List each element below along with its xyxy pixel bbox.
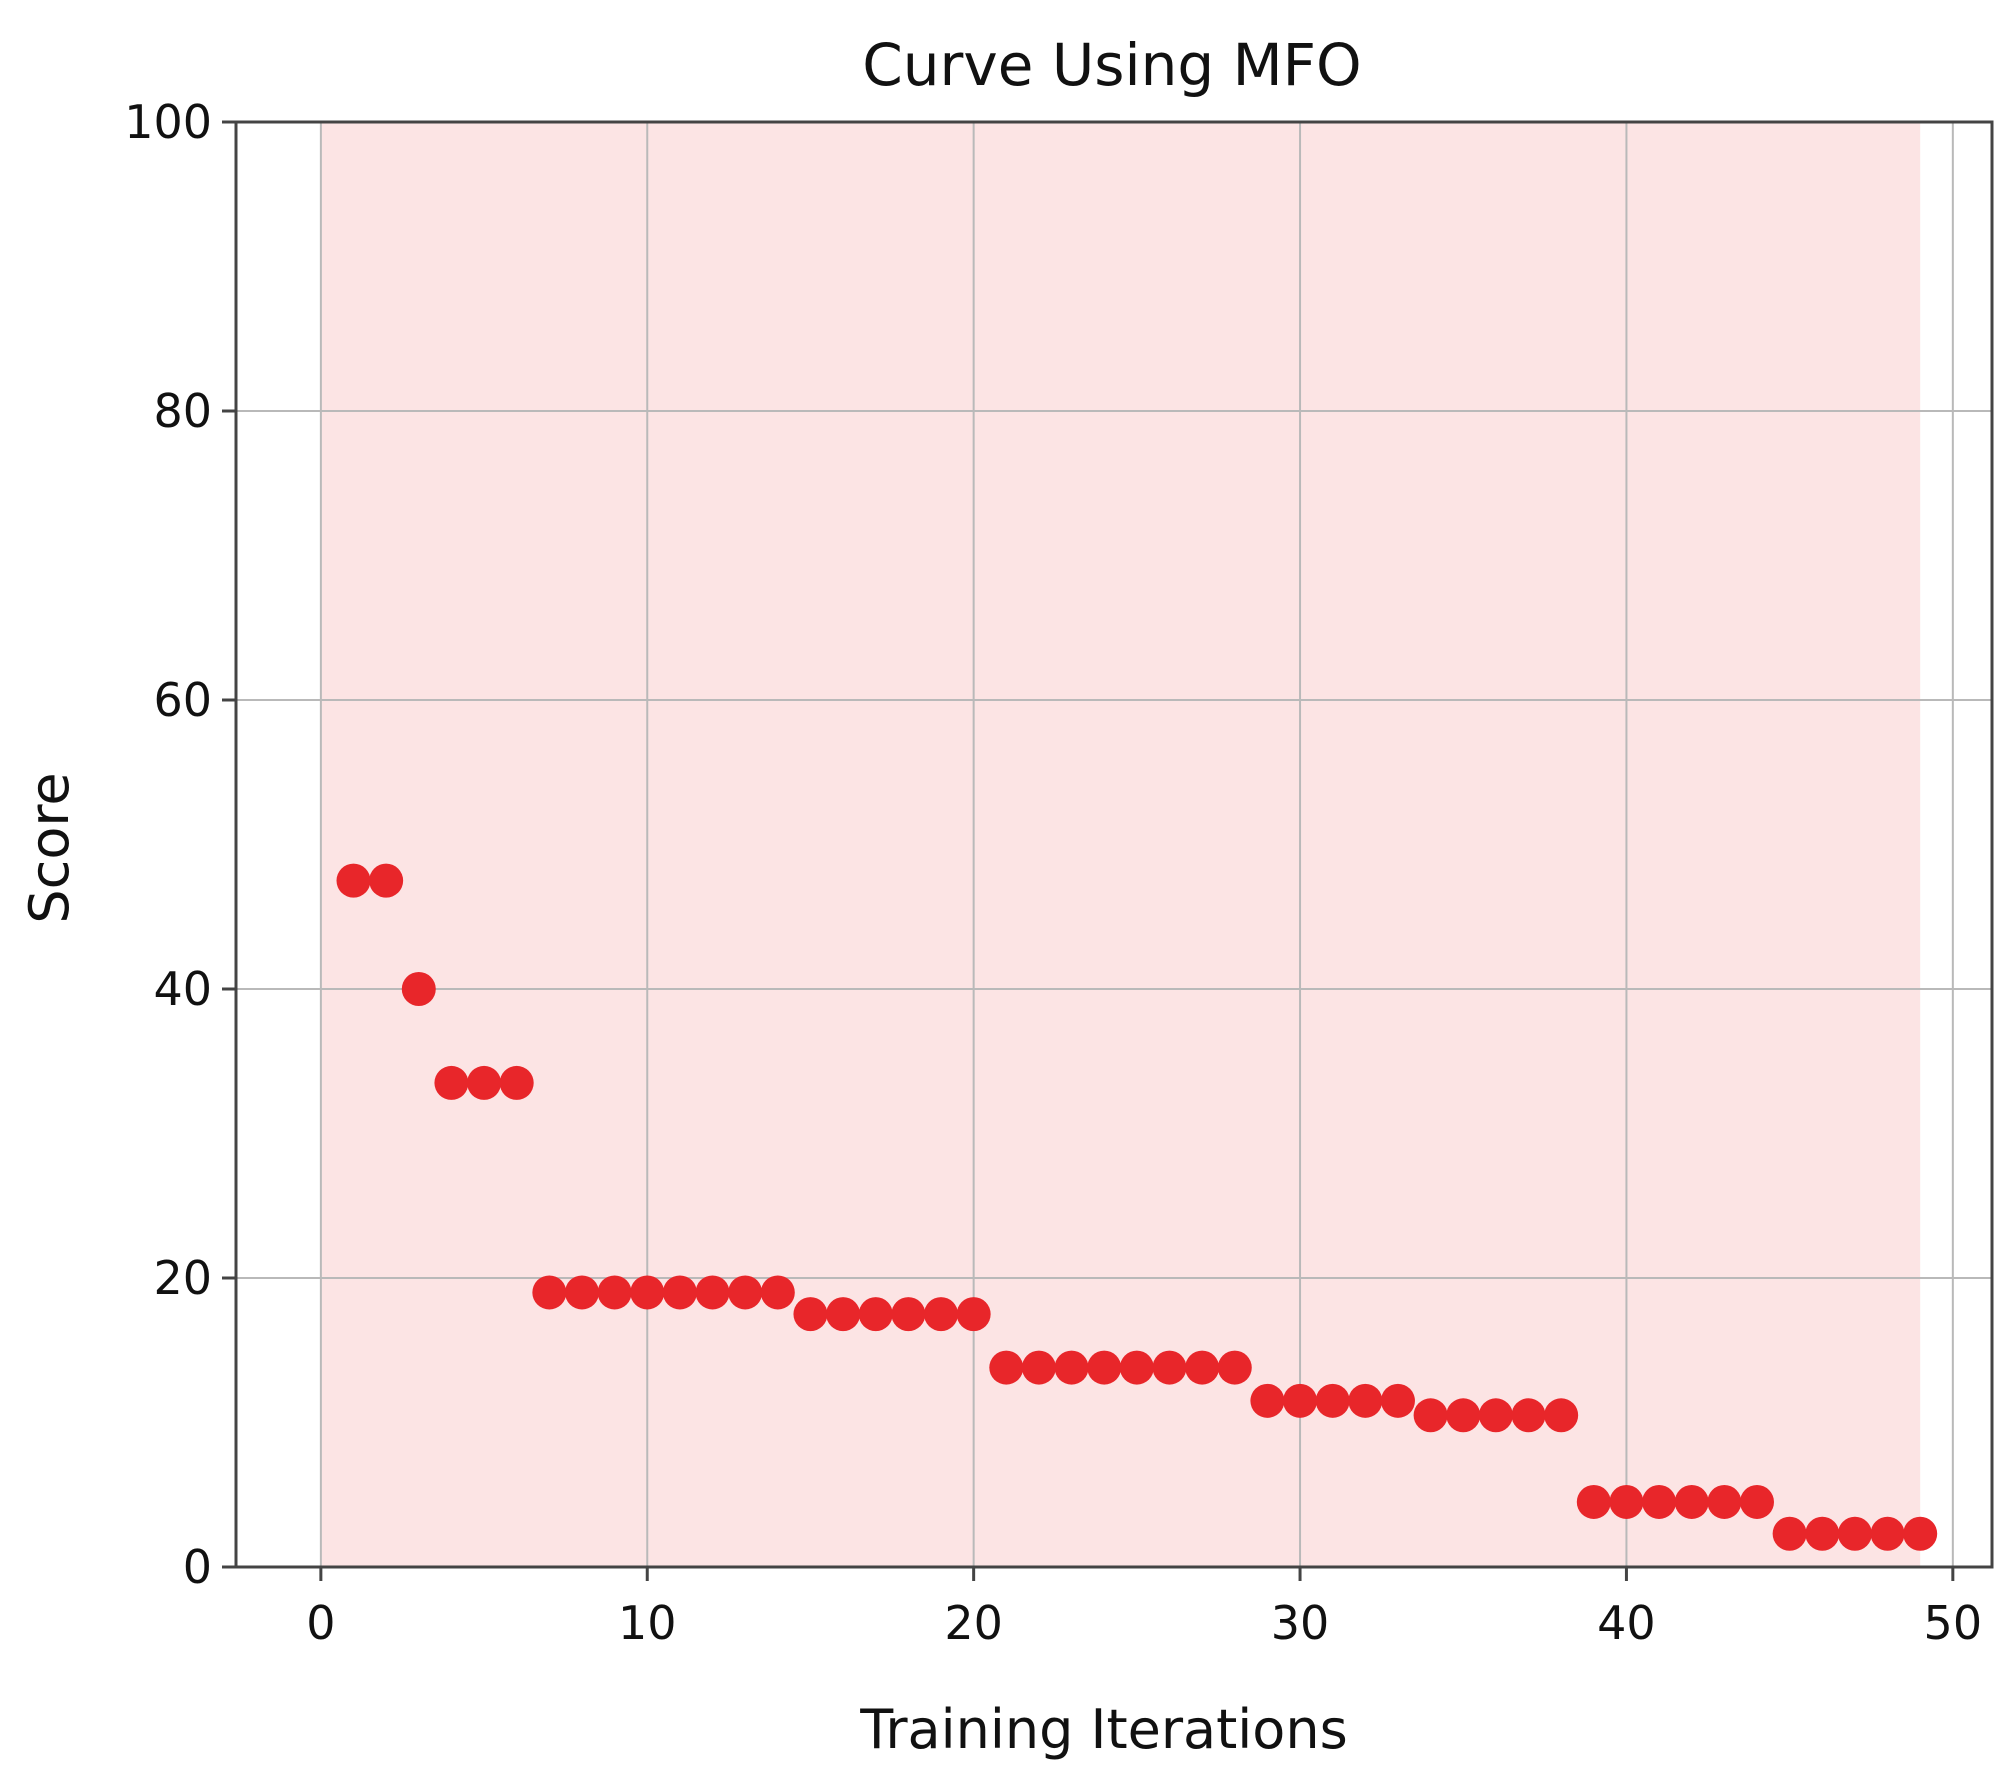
data-point [336,863,371,898]
data-point [1217,1350,1252,1385]
data-point [1609,1484,1644,1519]
data-point [1283,1383,1318,1418]
data-point [630,1275,665,1310]
data-point [1315,1383,1350,1418]
y-tick-label: 100 [124,95,212,149]
data-point [1870,1516,1905,1551]
data-point [597,1275,632,1310]
x-tick-label: 40 [1597,1596,1656,1650]
data-point [956,1297,991,1332]
x-axis-label: Training Iterations [859,1698,1347,1761]
plot-frame [234,120,1994,1569]
data-point [401,972,436,1006]
data-point [826,1297,861,1332]
data-point [1837,1516,1872,1551]
data-point [1185,1350,1220,1385]
y-tick-label: 20 [153,1251,212,1305]
data-point [369,863,404,898]
data-point [1478,1398,1513,1433]
data-point [499,1065,534,1100]
y-tick-label: 60 [153,673,212,727]
data-point [1642,1484,1677,1519]
data-point [793,1297,828,1332]
data-point [1674,1484,1709,1519]
data-point [695,1275,730,1310]
data-point [891,1297,926,1332]
x-tick-label: 20 [944,1596,1003,1650]
y-tick-label: 80 [153,384,212,438]
data-point [858,1297,893,1332]
y-tick-label: 0 [183,1540,212,1594]
x-tick-label: 0 [306,1596,335,1650]
data-point [532,1275,567,1310]
shaded-region [320,122,1921,1567]
y-tick-label: 40 [153,962,212,1016]
x-tick-label: 50 [1924,1596,1983,1650]
data-point [1772,1516,1807,1551]
data-point [1250,1383,1285,1418]
data-points [336,863,1938,1551]
data-point [728,1275,763,1310]
data-point [564,1275,599,1310]
data-point [1805,1516,1840,1551]
data-point [1021,1350,1056,1385]
data-point [662,1275,697,1310]
chart-title: Curve Using MFO [862,31,1361,99]
data-point [989,1350,1024,1385]
data-point [1087,1350,1122,1385]
data-point [760,1275,795,1310]
data-point [1576,1484,1611,1519]
data-point [1152,1350,1187,1385]
y-axis-label: Score [18,772,81,923]
data-point [1544,1398,1579,1433]
data-point [924,1297,959,1332]
x-axis-ticks: 0 10 20 30 40 50 [306,1567,1982,1650]
data-point [1446,1398,1481,1433]
data-point [1348,1383,1383,1418]
data-point [434,1065,469,1100]
y-axis-ticks: 0 20 40 60 80 100 [124,95,236,1594]
data-point [1739,1484,1774,1519]
x-tick-label: 10 [618,1596,677,1650]
data-point [1380,1383,1415,1418]
x-tick-label: 30 [1271,1596,1330,1650]
data-point [1511,1398,1546,1433]
data-point [1119,1350,1154,1385]
data-point [467,1065,502,1100]
data-point [1707,1484,1742,1519]
data-point [1413,1398,1448,1433]
data-point [1054,1350,1089,1385]
data-point [1903,1516,1938,1551]
